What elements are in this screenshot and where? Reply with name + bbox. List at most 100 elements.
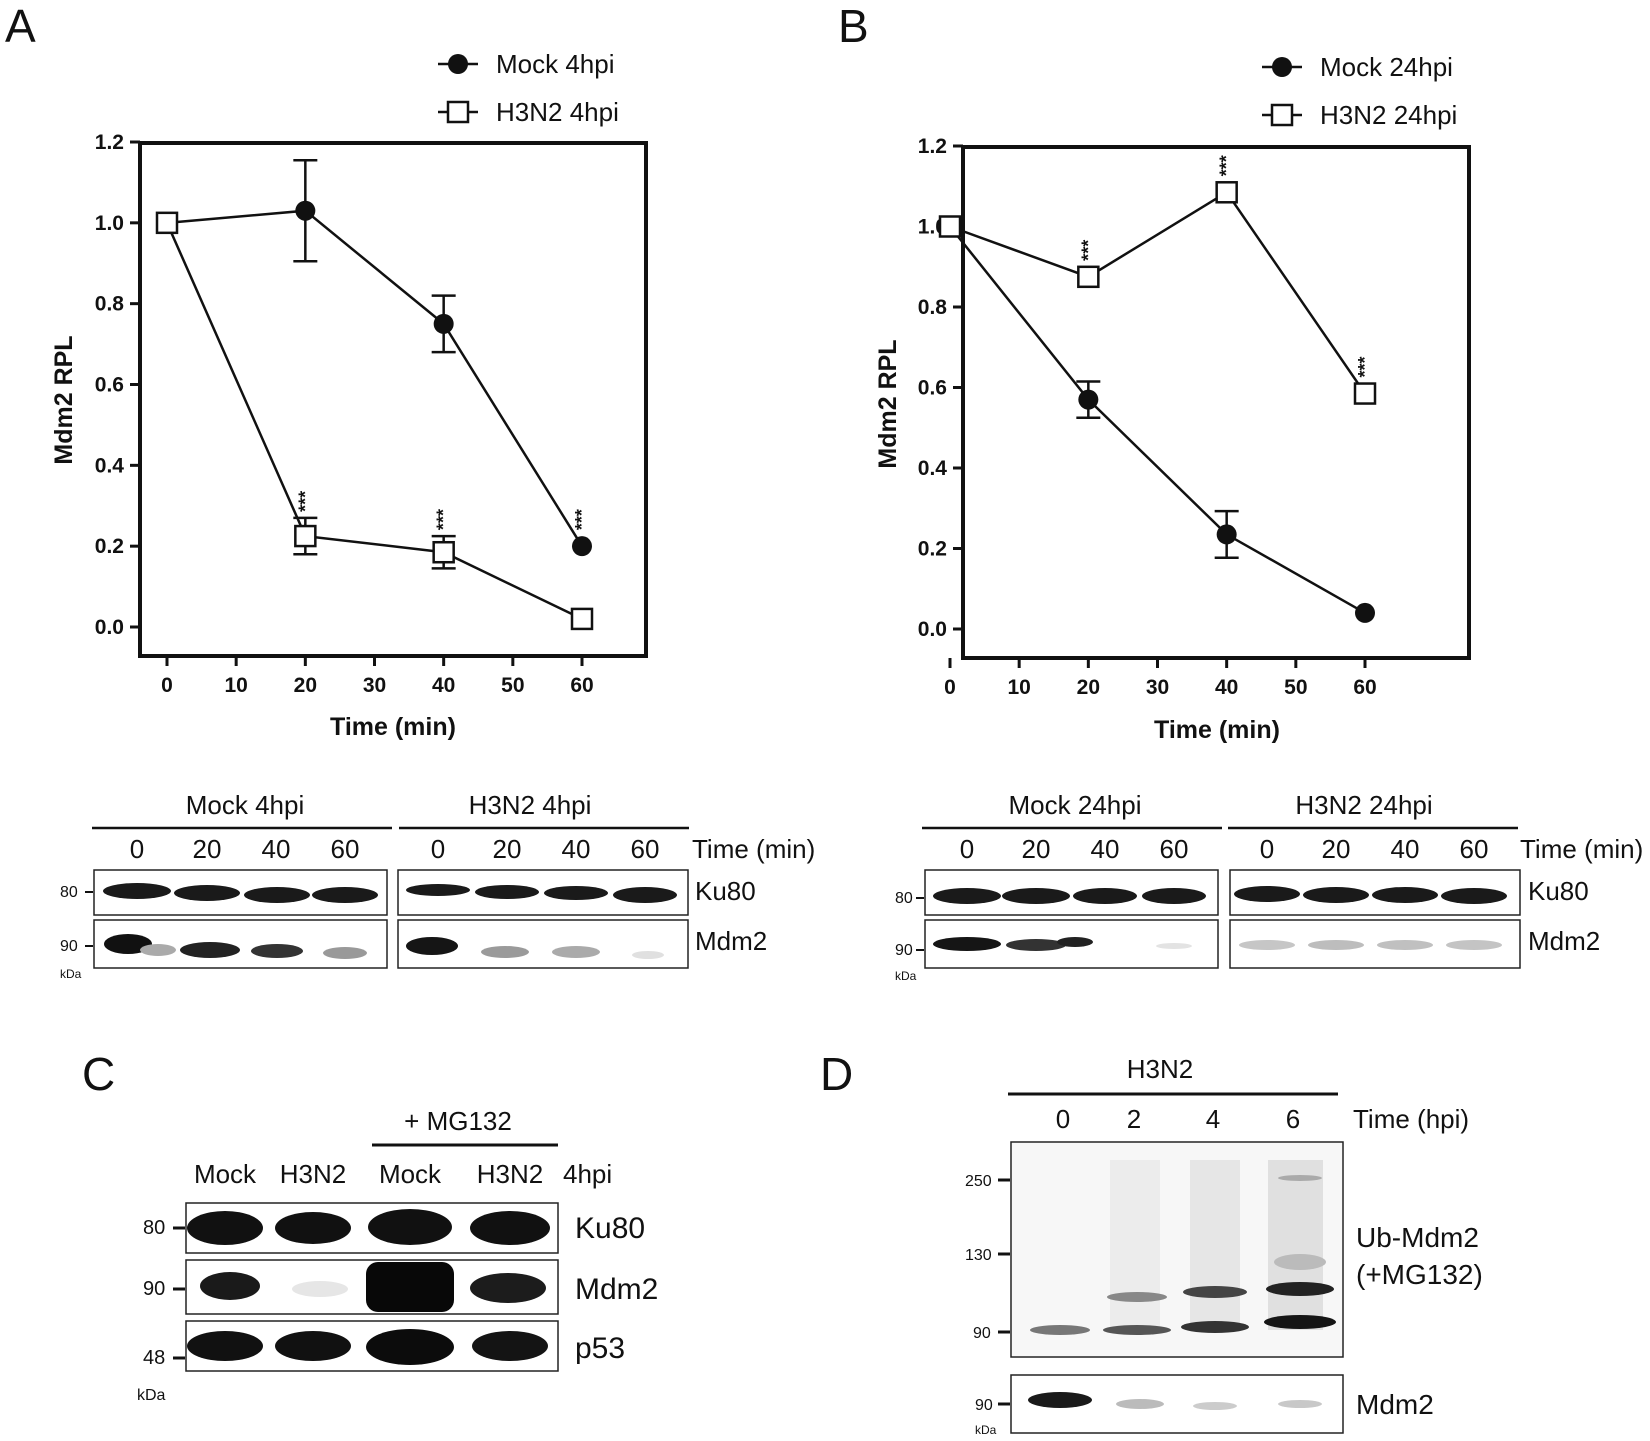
blot-c: + MG132 Mock H3N2 Mock H3N2 4hpi Ku80 Md… xyxy=(137,1106,658,1404)
band xyxy=(544,886,608,900)
blot-d-group: H3N2 xyxy=(1127,1054,1193,1084)
series-line-a-mock xyxy=(166,209,584,547)
y-tick-label-b: 0.2 xyxy=(918,538,947,561)
blot-b-lane-label: 40 xyxy=(1091,834,1120,864)
point-b-mock xyxy=(1216,524,1237,545)
band xyxy=(472,1331,548,1361)
band xyxy=(933,937,1001,951)
band xyxy=(244,887,310,903)
blot-b-lane-label: 0 xyxy=(960,834,974,864)
y-tick-label-a: 0.8 xyxy=(95,293,125,316)
x-tick-label-a: 0 xyxy=(161,674,173,697)
band xyxy=(187,1211,263,1245)
point-a-h3n2 xyxy=(570,607,594,631)
chart-a: Mock 4hpi H3N2 4hpi 0.0 0.2 0.4 0.6 0.8 1.0 1.… xyxy=(50,49,648,741)
axes-b: 0.00.20.40.60.81.01.20 10 20 30 40 50 60 xyxy=(918,135,1377,699)
band xyxy=(1377,940,1433,950)
plot-frame-a xyxy=(138,141,648,658)
legend-b: Mock 24hpi H3N2 24hpi xyxy=(1262,52,1457,130)
band xyxy=(275,1212,351,1244)
panel-b-letter: B xyxy=(838,0,869,52)
series-line-a-h3n2 xyxy=(165,222,583,621)
point-a-h3n2 xyxy=(294,524,317,548)
point-a-h3n2 xyxy=(432,540,455,564)
band xyxy=(180,942,240,958)
blot-b-lane-label: 40 xyxy=(1391,834,1420,864)
band xyxy=(1268,1160,1323,1330)
band xyxy=(1303,887,1369,903)
chart-b: Mock 24hpi H3N2 24hpi 0.00.20.40.60.81.0… xyxy=(874,52,1471,744)
band xyxy=(366,1262,454,1312)
blot-d-lane-label: 2 xyxy=(1127,1104,1141,1134)
band xyxy=(1266,1282,1334,1296)
legend-a-marker-mock xyxy=(448,54,468,74)
legend-a-label-h3n2: H3N2 4hpi xyxy=(496,97,619,127)
band xyxy=(470,1211,550,1245)
legend-b-marker-mock xyxy=(1272,57,1292,77)
legend-b-label-h3n2: H3N2 24hpi xyxy=(1320,100,1457,130)
blot-d-lane-label: 4 xyxy=(1206,1104,1220,1134)
blot-d-mdm2-label: Mdm2 xyxy=(1356,1389,1434,1420)
blot-b-time-label: Time (min) xyxy=(1520,834,1643,864)
blot-d-ub-label-2: (+MG132) xyxy=(1356,1259,1483,1290)
blot-c-marker-80: 80 xyxy=(143,1217,165,1239)
band xyxy=(406,937,458,955)
band xyxy=(481,946,529,958)
blot-c-lane-label: H3N2 xyxy=(477,1159,543,1189)
marks-a: *** *** *** xyxy=(155,158,594,631)
band xyxy=(1193,1402,1237,1410)
blot-c-unit: kDa xyxy=(137,1387,166,1404)
band xyxy=(1006,939,1066,951)
blot-b-lane-label: 20 xyxy=(1322,834,1351,864)
band xyxy=(323,947,367,959)
band xyxy=(1107,1292,1167,1302)
band xyxy=(1103,1325,1171,1335)
blot-b-marker-80: 80 xyxy=(895,890,913,907)
band xyxy=(470,1273,546,1303)
blot-b: Mock 24hpi H3N2 24hpi 0 20 40 60 0 20 40… xyxy=(895,790,1643,983)
band xyxy=(1372,887,1438,903)
x-tick-label-b: 20 xyxy=(1077,676,1100,699)
point-b-h3n2 xyxy=(1077,265,1100,289)
x-tick-label-b: 60 xyxy=(1353,676,1376,699)
band xyxy=(552,946,600,958)
blot-c-treatment: + MG132 xyxy=(404,1106,512,1136)
blot-a-row-ku80: Ku80 xyxy=(695,876,756,906)
band xyxy=(103,883,171,899)
band xyxy=(406,884,470,896)
band xyxy=(1190,1160,1240,1330)
band xyxy=(368,1209,452,1245)
x-tick-label-a: 20 xyxy=(294,674,317,697)
x-tick-label-b: 0 xyxy=(944,676,956,699)
y-tick-label-a: 0.4 xyxy=(95,454,125,477)
panel-c-letter: C xyxy=(82,1048,115,1100)
band xyxy=(613,887,677,903)
legend-b-marker-h3n2 xyxy=(1270,103,1294,127)
blot-c-marker-90: 90 xyxy=(143,1278,165,1300)
blot-b-group-mock: Mock 24hpi xyxy=(1009,790,1142,820)
band xyxy=(140,944,176,956)
blot-a-group-h3n2: H3N2 4hpi xyxy=(469,790,592,820)
blot-a-lane-label: 40 xyxy=(262,834,291,864)
band xyxy=(1278,1175,1322,1181)
band xyxy=(1030,1325,1090,1335)
band xyxy=(1116,1399,1164,1409)
band xyxy=(187,1331,263,1361)
blot-c-marker-48: 48 xyxy=(143,1347,165,1369)
y-tick-label-b: 0.6 xyxy=(918,377,947,400)
blot-c-row-ku80: Ku80 xyxy=(575,1212,645,1245)
band xyxy=(174,885,240,901)
band xyxy=(200,1272,260,1300)
x-tick-label-a: 50 xyxy=(501,674,524,697)
band xyxy=(1181,1321,1249,1333)
y-axis-label-a: Mdm2 RPL xyxy=(50,335,78,464)
blot-a: Mock 4hpi H3N2 4hpi 0 20 40 60 0 20 40 6… xyxy=(60,790,815,981)
x-axis-label-a: Time (min) xyxy=(330,713,456,741)
blot-d-marker-130: 130 xyxy=(965,1247,992,1264)
x-tick-label-b: 10 xyxy=(1007,676,1030,699)
blot-d-unit: kDa xyxy=(975,1423,997,1437)
blot-d-mdm2-marker: 90 xyxy=(975,1397,993,1414)
blot-b-lane-label: 0 xyxy=(1260,834,1274,864)
point-b-h3n2 xyxy=(1215,181,1238,204)
